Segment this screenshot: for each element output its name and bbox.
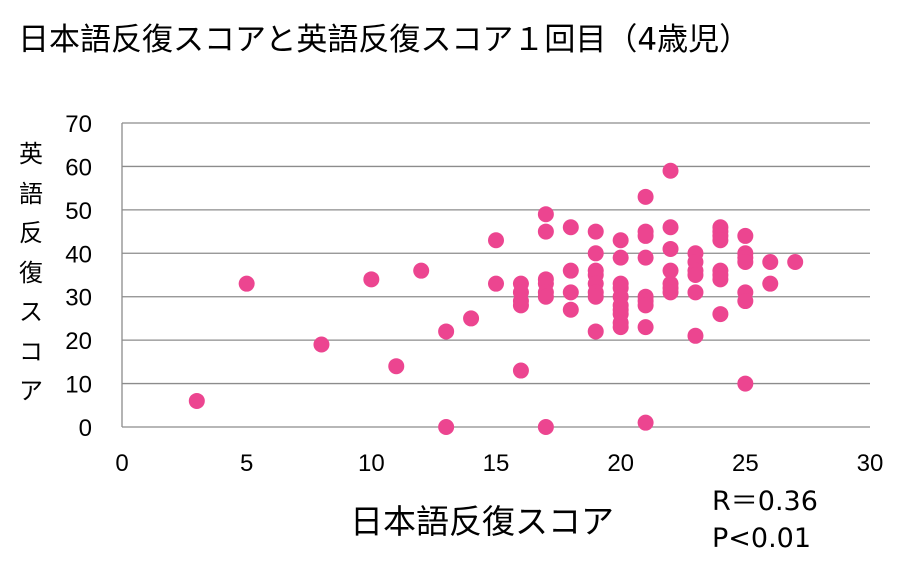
data-point — [512, 297, 529, 314]
data-point — [637, 414, 654, 431]
data-point — [537, 223, 554, 240]
y-axis-label-char: 反 — [19, 219, 43, 247]
data-point — [488, 232, 504, 249]
data-point — [662, 162, 679, 179]
p-value: P<0.01 — [712, 523, 812, 554]
data-point — [687, 267, 704, 283]
data-point — [712, 271, 729, 288]
data-point — [637, 249, 654, 266]
x-tick-label: 5 — [240, 450, 253, 477]
data-point — [762, 253, 779, 270]
y-tick-label: 20 — [65, 328, 92, 355]
stats-annotation: R＝0.36 P<0.01 — [712, 483, 818, 557]
data-point — [438, 323, 455, 340]
data-point — [612, 232, 629, 249]
y-axis-label: 英語反復スコア — [16, 135, 46, 412]
y-tick-label: 50 — [65, 198, 92, 225]
data-point — [363, 271, 380, 288]
data-point — [537, 419, 554, 435]
y-axis-label-char: ス — [19, 298, 43, 326]
data-point — [662, 240, 679, 257]
y-tick-label: 60 — [65, 154, 92, 181]
data-point — [562, 301, 579, 318]
x-tick-label: 0 — [115, 450, 128, 477]
y-tick-label: 30 — [65, 285, 92, 312]
data-point — [612, 319, 629, 336]
data-point — [737, 253, 754, 270]
data-point — [562, 219, 579, 236]
data-point — [238, 275, 255, 292]
x-tick-label: 15 — [483, 450, 510, 477]
data-point — [712, 232, 729, 249]
data-point — [612, 249, 629, 266]
data-point — [562, 262, 579, 279]
data-point — [587, 288, 604, 305]
y-axis-label-char: ア — [19, 377, 43, 405]
data-point — [488, 275, 504, 292]
data-point — [463, 310, 480, 327]
x-axis-label: 日本語反復スコア — [350, 502, 614, 541]
data-point — [637, 319, 654, 336]
data-point — [687, 284, 704, 301]
chart-title: 日本語反復スコアと英語反復スコア１回目（4歳児） — [18, 22, 751, 58]
data-point — [188, 392, 205, 409]
data-point — [737, 375, 754, 392]
data-point — [438, 419, 455, 435]
x-tick-label: 20 — [607, 450, 634, 477]
data-point — [787, 253, 804, 270]
data-point — [587, 223, 604, 240]
x-tick-label: 30 — [857, 450, 884, 477]
data-point — [637, 297, 654, 314]
data-point — [537, 288, 554, 305]
y-axis-label-char: 英 — [19, 140, 43, 168]
y-tick-label: 0 — [79, 415, 92, 442]
y-axis-label-char: 復 — [19, 258, 43, 287]
data-point — [662, 262, 679, 279]
data-point — [737, 293, 754, 310]
x-tick-label: 10 — [358, 450, 385, 477]
y-tick-label: 10 — [65, 372, 92, 399]
y-tick-label: 70 — [65, 111, 92, 138]
data-point — [512, 362, 529, 379]
data-point — [662, 219, 679, 236]
data-point — [587, 245, 604, 262]
data-point — [762, 275, 779, 292]
y-tick-label: 40 — [65, 241, 92, 268]
data-point — [313, 336, 330, 353]
data-point — [413, 262, 430, 279]
data-point — [637, 227, 654, 244]
data-point — [637, 188, 654, 205]
data-point — [388, 358, 405, 375]
r-value: R＝0.36 — [712, 486, 818, 517]
data-point — [587, 323, 604, 340]
data-point — [687, 327, 704, 344]
data-point — [562, 284, 579, 301]
data-point — [662, 284, 679, 301]
data-point — [537, 206, 554, 223]
data-point — [737, 227, 754, 244]
x-tick-label: 25 — [732, 450, 759, 477]
y-axis-label-char: コ — [19, 337, 43, 366]
y-axis-label-char: 語 — [19, 179, 43, 208]
data-point — [712, 306, 729, 323]
